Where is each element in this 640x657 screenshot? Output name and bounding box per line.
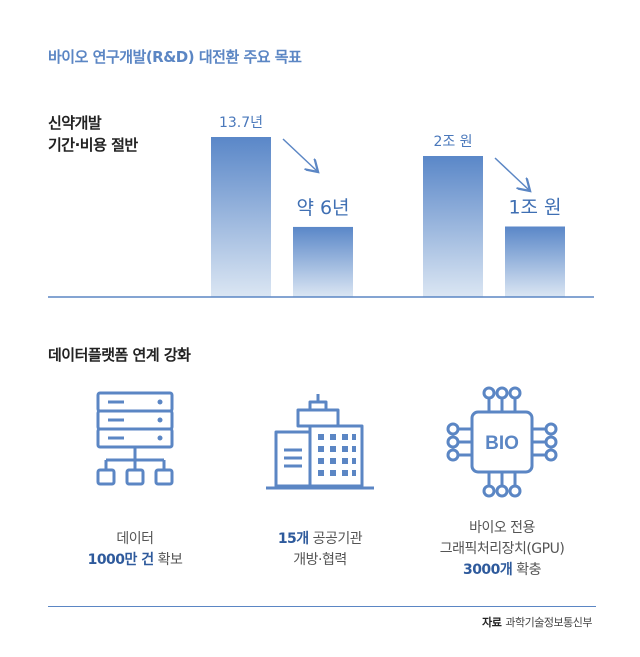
bar-0-1 [293,226,353,297]
item-gpu-label: 바이오 전용 그래픽처리장치(GPU) 3000개 확충 [422,518,582,581]
item-gpu-line2: 그래픽처리장치(GPU) [439,541,565,557]
item-agency-line2: 개방·협력 [293,552,347,568]
bar-0-0 [211,137,271,297]
bottom-divider [48,606,596,607]
item-data-count: 1000만 건 [87,552,155,568]
bio-chip-icon: BIO [446,386,558,498]
item-gpu-count: 3000개 [462,562,513,578]
platform-section-title: 데이터플랫폼 연계 강화 [48,346,191,364]
item-gpu-line1: 바이오 전용 [469,520,535,536]
bar-chart: 13.7년약 6년 2조 원 1조 원 [48,115,594,298]
item-data-label: 데이터 1000만 건 확보 [55,529,215,571]
item-gpu-suffix: 확충 [512,562,542,578]
item-data-line2: 1000만 건 확보 [55,550,215,571]
decrease-arrow-1 [494,157,529,190]
page-title: 바이오 연구개발(R&D) 대전환 주요 목표 [48,48,302,66]
bar-label-1-1: 1조 원 [508,197,561,219]
item-agency-line1: 15개 공공기관 [240,529,400,550]
server-network-icon [96,391,174,486]
building-icon [266,394,374,490]
svg-text:BIO: BIO [485,433,519,454]
item-data-suffix: 확보 [153,552,183,568]
item-agency-label: 15개 공공기관 개방·협력 [240,529,400,571]
item-agency-suffix: 공공기관 [308,531,363,547]
source-note: 자료 과학기술정보통신부 [482,614,592,630]
bar-label-0-0: 13.7년 [219,115,263,131]
item-gpu-line3: 3000개 확충 [422,560,582,581]
chart-section-title-line1: 신약개발 [48,114,102,132]
item-agency-count: 15개 [277,531,309,547]
chart-section-title: 신약개발 기간·비용 절반 [48,112,138,156]
item-data-line1: 데이터 [116,531,154,547]
decrease-arrow-0 [282,138,317,171]
bar-1-1 [505,226,565,297]
chart-section-title-line2: 기간·비용 절반 [48,136,138,154]
source-text: 과학기술정보통신부 [505,616,592,629]
bar-label-0-1: 약 6년 [296,197,349,219]
source-label: 자료 [482,616,502,629]
bar-label-1-0: 2조 원 [433,134,472,150]
bar-1-0 [423,156,483,297]
